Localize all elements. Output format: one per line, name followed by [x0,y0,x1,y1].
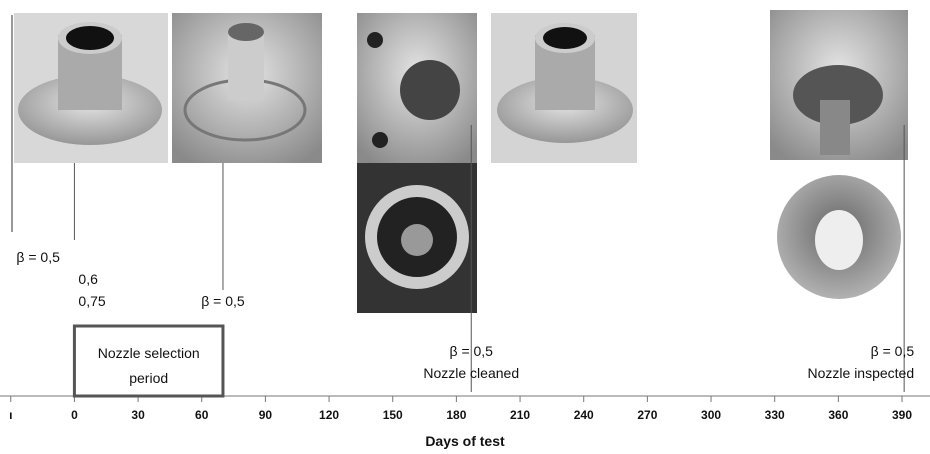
tick-label: 210 [510,408,530,422]
event-label: β = 0,5 [871,343,915,359]
tick-label: 360 [828,408,848,422]
event-label: 0,6 [78,271,98,287]
event-label: 0,75 [78,293,105,309]
photos [14,10,908,313]
tick-label: 240 [574,408,594,422]
tick-label: 90 [259,408,273,422]
event-label: Nozzle inspected [808,365,915,381]
tick-label: 150 [383,408,403,422]
figure: ı 0 30 60 90 120 150 180 210 240 270 300 330 360 390 Da… [0,0,930,454]
event-label: β = 0,5 [201,293,245,309]
tick-label: 330 [765,408,785,422]
tick-label: 60 [195,408,209,422]
event-label: β = 0,5 [16,249,60,265]
event-label: Nozzle cleaned [423,365,519,381]
period-label: period [129,370,168,386]
tick-label: 180 [446,408,466,422]
event-label: β = 0,5 [450,343,494,359]
tick-label: 270 [637,408,657,422]
tick-label: 390 [892,408,912,422]
tick-label: 300 [701,408,721,422]
tick-label: 120 [319,408,339,422]
tick-label: 30 [131,408,145,422]
period-label: Nozzle selection [98,345,200,361]
axis-label: Days of test [425,433,505,449]
tick-label: 0 [71,408,78,422]
tick-label: ı [9,408,12,422]
